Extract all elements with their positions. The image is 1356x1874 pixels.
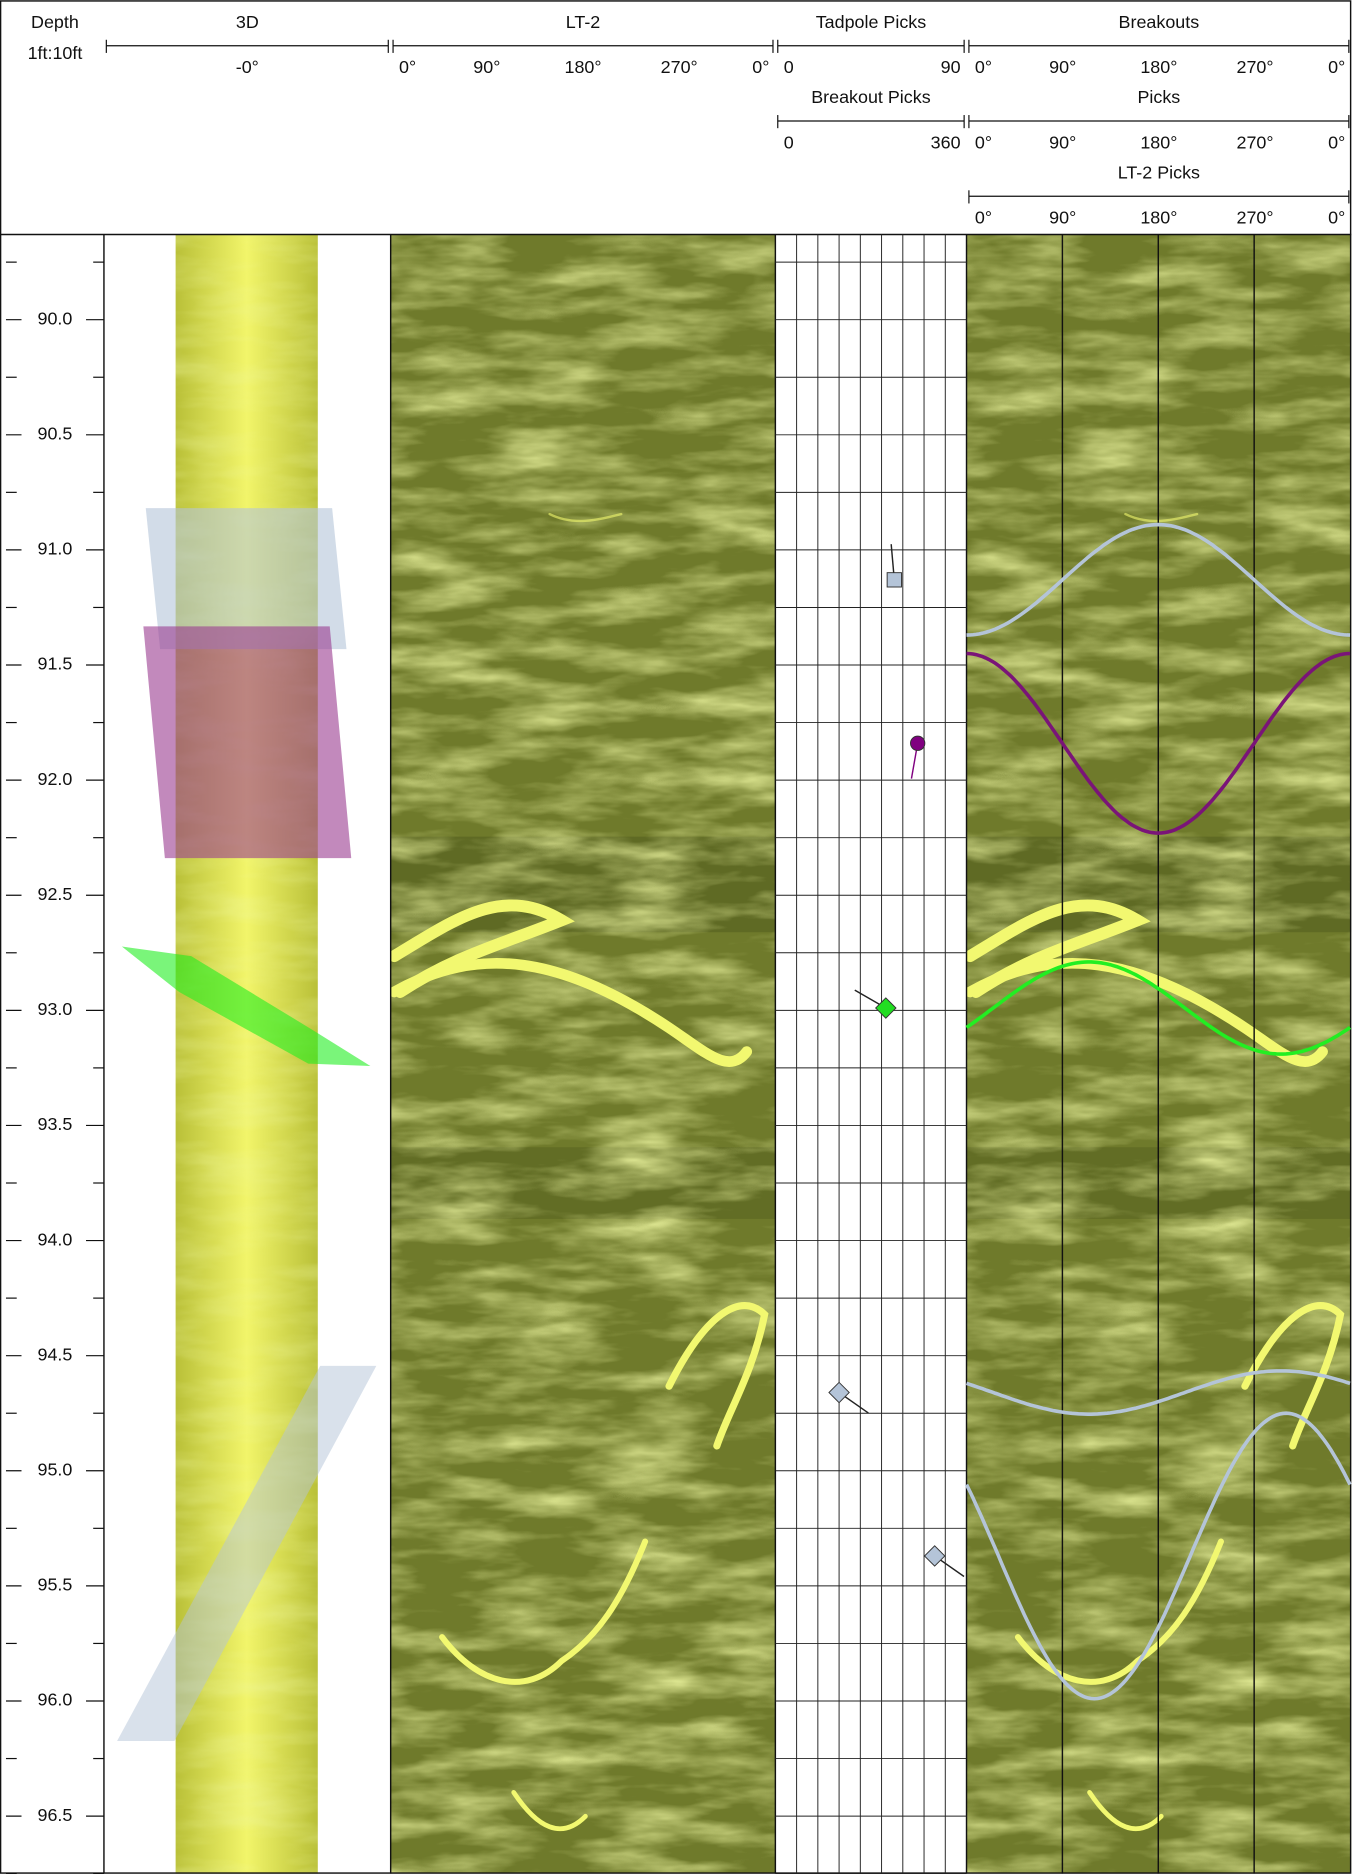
plane — [143, 626, 352, 859]
sinusoid — [964, 1411, 1352, 1701]
scale-label: 0° — [975, 132, 992, 152]
depth-label: 91.0 — [38, 539, 73, 559]
scale-label: 180° — [1140, 132, 1177, 152]
tadpole — [828, 1381, 850, 1404]
scale-label: 90 — [941, 57, 961, 77]
depth-label: 92.5 — [38, 884, 73, 904]
track-title: Tadpole Picks — [816, 12, 927, 32]
plane — [145, 508, 347, 650]
scale-label: 270° — [1237, 57, 1274, 77]
track-title: Picks — [1137, 87, 1180, 107]
depth-label: 94.0 — [38, 1229, 73, 1249]
depth-label: 96.5 — [38, 1805, 73, 1825]
scale-label: 90° — [1049, 208, 1076, 228]
depth-label: 94.5 — [38, 1344, 73, 1364]
depth-label: 93.5 — [38, 1114, 73, 1134]
plane — [121, 946, 371, 1067]
track-title: Breakout Picks — [811, 87, 930, 107]
sinusoid — [966, 522, 1351, 637]
scale-label: 180° — [564, 57, 601, 77]
lt2-image — [391, 235, 776, 1874]
scale-label: 360 — [931, 132, 961, 152]
scale-label: 0° — [1328, 57, 1345, 77]
scale-label: 0° — [975, 208, 992, 228]
scale-label: 180° — [1140, 57, 1177, 77]
scale-label: 90° — [473, 57, 500, 77]
sinusoid — [965, 1369, 1351, 1416]
plane — [117, 1365, 377, 1742]
sinusoid — [965, 960, 1352, 1056]
scale-label: 0° — [1328, 208, 1345, 228]
depth-label: 90.5 — [38, 424, 73, 444]
depth-label: 92.0 — [38, 769, 73, 789]
depth-label: 93.0 — [38, 999, 73, 1019]
tadpole — [910, 735, 926, 751]
scale-label: 0 — [784, 132, 794, 152]
depth-label: 90.0 — [38, 308, 73, 328]
scale-label: 270° — [1237, 208, 1274, 228]
tadpole — [886, 572, 902, 588]
scale-label: 0° — [975, 57, 992, 77]
tadpole — [923, 1545, 946, 1567]
depth-label: 95.5 — [38, 1575, 73, 1595]
tadpole — [875, 997, 897, 1019]
scale-label: 0° — [399, 57, 416, 77]
scale-label: 0° — [1328, 132, 1345, 152]
scale-label: -0° — [236, 57, 259, 77]
track-title: LT-2 — [566, 12, 601, 32]
scale-label: 270° — [661, 57, 698, 77]
scale-label: 90° — [1049, 132, 1076, 152]
track-title: LT-2 Picks — [1118, 162, 1200, 182]
scale-label: 180° — [1140, 208, 1177, 228]
scale-label: 0° — [752, 57, 769, 77]
depth-title: Depth — [31, 12, 79, 32]
depth-label: 95.0 — [38, 1460, 73, 1480]
depth-label: 91.5 — [38, 654, 73, 674]
scale-label: 90° — [1049, 57, 1076, 77]
depth-scale: 1ft:10ft — [28, 43, 83, 63]
sinusoid — [966, 651, 1351, 835]
scale-label: 0 — [784, 57, 794, 77]
track-title: 3D — [236, 12, 259, 32]
depth-label: 96.0 — [38, 1690, 73, 1710]
track-title: Breakouts — [1119, 12, 1200, 32]
scale-label: 270° — [1237, 132, 1274, 152]
